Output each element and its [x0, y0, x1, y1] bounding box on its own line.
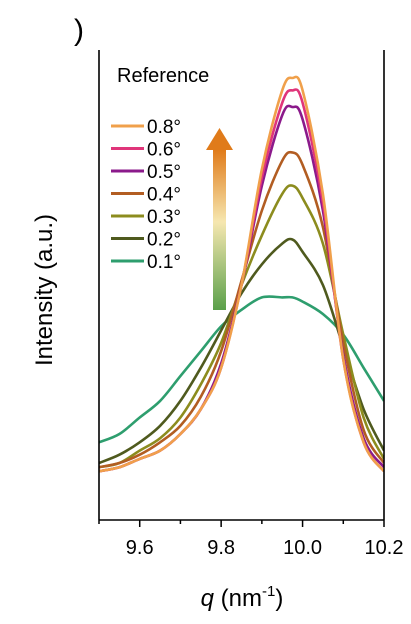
x-tick-label: 10.2: [365, 537, 404, 559]
tick-layer: 9.6 9.8 10.0 10.2: [98, 520, 404, 559]
trend-arrow-icon: [206, 128, 233, 310]
x-axis-label: q (nm-1): [201, 583, 284, 612]
legend-label: 0.8°: [147, 117, 181, 138]
series-layer: [99, 75, 384, 473]
trend-arrow-shaft: [213, 150, 226, 310]
x-axis-label-unit-exp: -1: [262, 583, 275, 600]
trend-arrow-head: [206, 128, 233, 150]
series-line-0.2: [99, 237, 384, 465]
x-tick-label: 10.0: [283, 537, 322, 559]
legend-title: Reference: [117, 65, 209, 87]
legend-label: 0.4°: [147, 185, 181, 206]
y-axis-label: Intensity (a.u.): [31, 214, 58, 366]
legend: 0.8°0.6°0.5°0.4°0.3°0.2°0.1°: [111, 117, 181, 273]
legend-label: 0.6°: [147, 140, 181, 161]
legend-label: 0.5°: [147, 162, 181, 183]
x-axis-label-unit-open: (nm: [214, 585, 262, 612]
legend-label: 0.2°: [147, 230, 181, 251]
x-axis-label-symbol: q: [201, 585, 215, 612]
x-tick-label: 9.6: [126, 537, 154, 559]
series-line-0.8: [99, 75, 384, 473]
x-tick-label: 9.8: [207, 537, 235, 559]
series-line-0.1: [99, 295, 384, 444]
panel-label: ): [74, 14, 84, 47]
legend-label: 0.3°: [147, 207, 181, 228]
x-axis-label-unit-close: ): [275, 585, 283, 612]
legend-label: 0.1°: [147, 252, 181, 273]
